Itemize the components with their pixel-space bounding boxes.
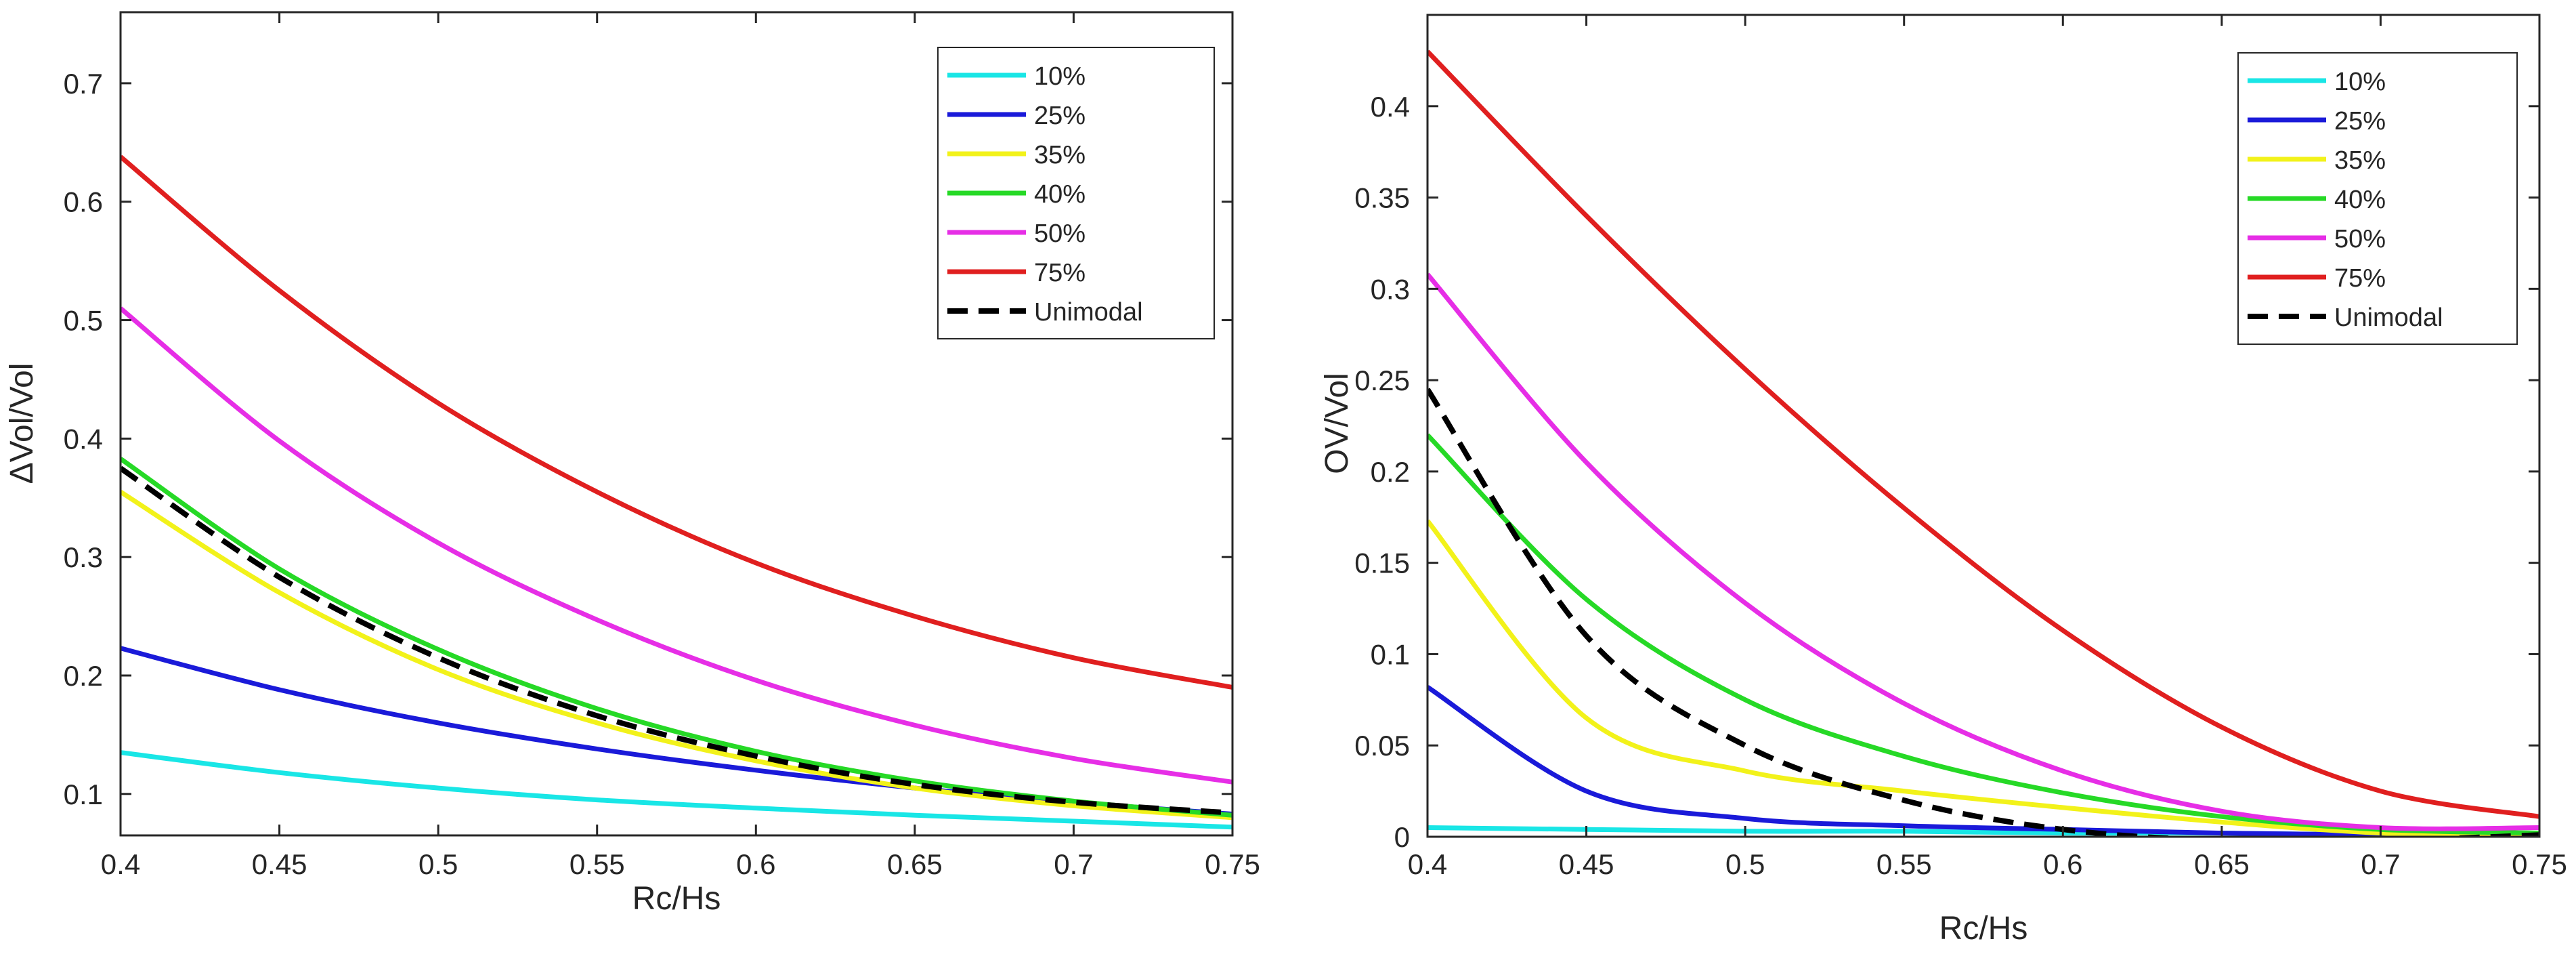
right-y-tick-label: 0.15 — [1354, 547, 1410, 579]
right-y-tick-label: 0.1 — [1371, 638, 1410, 670]
left-y-tick-label: 0.7 — [64, 68, 103, 100]
right-y-tick-label: 0.3 — [1371, 273, 1410, 305]
right-chart: 0.4 0.45 0.5 0.55 0.6 0.65 0.7 0.75 0 0.05 0.1 0.15… — [1319, 14, 2567, 947]
left-x-tick-label: 0.4 — [101, 848, 140, 880]
left-x-tick-label: 0.7 — [1054, 848, 1093, 880]
right-axes-box — [1426, 14, 2541, 838]
left-legend-label-unimodal: Unimodal — [1034, 298, 1143, 327]
left-y-axis-label: ΔVol/Vol — [4, 363, 40, 484]
left-chart: 0.4 0.45 0.5 0.55 0.6 0.65 0.7 0.75 0.1 0.2 0.3 0.4… — [4, 11, 1260, 917]
right-series-35pct — [1427, 519, 2539, 837]
left-legend-label-40pct: 40% — [1034, 180, 1086, 209]
left-y-tick-label: 0.6 — [64, 186, 103, 218]
right-x-tick-label: 0.45 — [1559, 848, 1614, 880]
right-legend-label-unimodal: Unimodal — [2334, 304, 2443, 332]
right-x-tick-label: 0.5 — [1725, 848, 1765, 880]
left-x-tick-label: 0.6 — [736, 848, 775, 880]
right-legend-label-75pct: 75% — [2334, 264, 2386, 293]
right-y-tick-label: 0.05 — [1354, 730, 1410, 762]
right-series-50pct — [1427, 272, 2539, 831]
left-series-75pct — [121, 154, 1232, 690]
left-x-tick-label: 0.65 — [887, 848, 943, 880]
right-x-tick-label: 0.65 — [2194, 848, 2250, 880]
right-x-axis-label: Rc/Hs — [1939, 911, 2028, 947]
left-legend-label-75pct: 75% — [1034, 259, 1086, 287]
right-series-75pct — [1427, 49, 2539, 819]
right-x-tick-label: 0.7 — [2361, 848, 2400, 880]
left-series-50pct — [121, 306, 1232, 785]
left-y-tick-label: 0.2 — [64, 660, 103, 692]
right-legend-label-10pct: 10% — [2334, 68, 2386, 96]
right-x-tick-label: 0.75 — [2512, 848, 2567, 880]
right-legend-label-50pct: 50% — [2334, 225, 2386, 253]
right-y-tick-label: 0 — [1394, 821, 1410, 853]
left-series-10pct — [121, 750, 1232, 830]
left-x-tick-label: 0.45 — [252, 848, 307, 880]
left-legend-label-10pct: 10% — [1034, 62, 1086, 91]
left-y-tick-label: 0.1 — [64, 778, 103, 810]
right-y-tick-label: 0.2 — [1371, 456, 1410, 488]
right-legend-label-25pct: 25% — [2334, 107, 2386, 136]
left-y-tick-label: 0.5 — [64, 305, 103, 337]
left-x-tick-label: 0.55 — [570, 848, 625, 880]
left-legend-label-25pct: 25% — [1034, 102, 1086, 130]
right-y-tick-label: 0.25 — [1354, 365, 1410, 396]
left-y-tick-label: 0.4 — [64, 423, 103, 455]
right-y-tick-label: 0.35 — [1354, 182, 1410, 214]
right-x-tick-label: 0.55 — [1876, 848, 1932, 880]
left-series-35pct — [121, 490, 1232, 820]
left-x-tick-label: 0.5 — [418, 848, 458, 880]
right-x-tick-label: 0.4 — [1408, 848, 1447, 880]
left-x-tick-label: 0.75 — [1205, 848, 1260, 880]
right-series-25pct — [1427, 685, 2539, 837]
right-y-axis-label: OV/Vol — [1319, 373, 1355, 474]
left-x-axis-label: Rc/Hs — [632, 881, 721, 917]
left-axes-box — [119, 11, 1234, 837]
left-legend-label-35pct: 35% — [1034, 141, 1086, 169]
right-y-tick-label: 0.4 — [1371, 91, 1410, 123]
right-series-unimodal — [1427, 388, 2539, 837]
left-series-unimodal — [121, 465, 1232, 816]
right-legend-label-35pct: 35% — [2334, 146, 2386, 175]
left-legend-label-50pct: 50% — [1034, 220, 1086, 248]
right-x-tick-label: 0.6 — [2043, 848, 2082, 880]
left-y-tick-label: 0.3 — [64, 541, 103, 573]
right-legend-label-40pct: 40% — [2334, 186, 2386, 214]
